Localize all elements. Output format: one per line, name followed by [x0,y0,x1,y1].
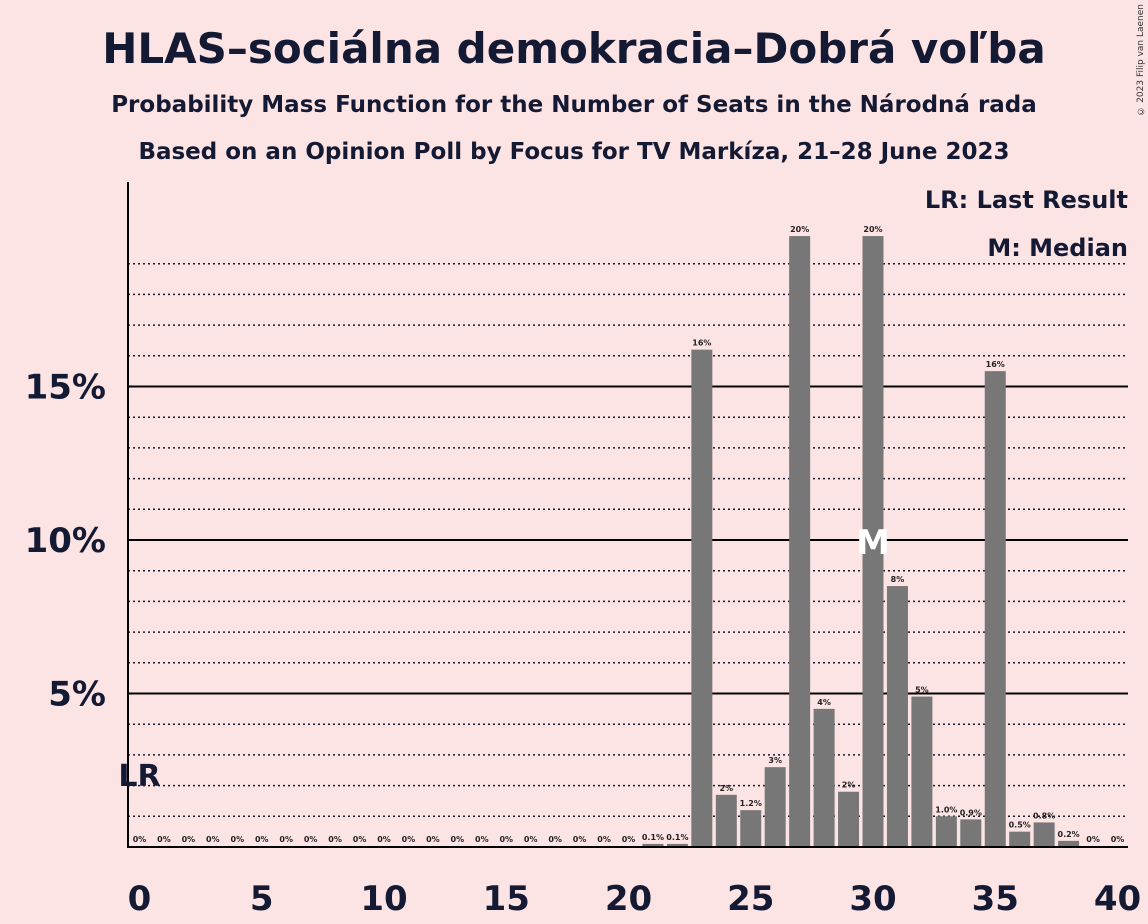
y-tick-label: 10% [25,521,106,561]
bar-value-label: 0% [426,835,440,844]
median-marker: M [856,523,890,563]
x-tick-label: 15 [483,879,530,919]
bar-value-label: 0% [622,835,636,844]
bar [911,696,933,847]
bar-value-label: 0% [304,835,318,844]
bar-value-label: 0% [231,835,245,844]
bar-value-label: 0.1% [642,833,664,842]
bar-value-label: 0% [1086,835,1100,844]
bar-value-label: 1.0% [935,805,957,814]
bar-value-label: 0% [182,835,196,844]
bar-value-label: 3% [768,756,782,765]
bar-value-label: 0% [475,835,489,844]
bar-value-label: 0% [597,835,611,844]
chart-subtitle: Probability Mass Function for the Number… [111,92,1037,118]
bar-value-label: 0% [548,835,562,844]
bar-value-label: 0.2% [1058,830,1080,839]
bar [666,843,688,847]
bar-value-label: 0.9% [960,808,982,817]
bar [642,843,664,847]
x-tick-label: 0 [128,879,152,919]
x-tick-label: 10 [360,879,407,919]
x-tick-label: 30 [849,879,896,919]
y-tick-label: 5% [48,675,106,715]
bar [764,767,786,847]
bar [691,349,713,847]
chart-title: HLAS–sociálna demokracia–Dobrá voľba [102,24,1046,73]
bar [715,794,737,847]
bar-value-label: 0.1% [666,833,688,842]
legend-median: M: Median [987,234,1128,262]
bar [789,236,811,847]
bar-value-label: 20% [863,225,882,234]
bar-value-label: 16% [986,360,1005,369]
x-tick-label: 20 [605,879,652,919]
bar-value-label: 0% [402,835,416,844]
x-tick-label: 40 [1094,879,1141,919]
bar-value-label: 0% [255,835,269,844]
bar-value-label: 0% [1111,835,1125,844]
bar-value-label: 0% [499,835,513,844]
bar-value-label: 0% [206,835,220,844]
bar [1058,840,1080,847]
bar [862,236,884,847]
bar [740,810,762,847]
bar-value-label: 0% [353,835,367,844]
bar-value-label: 0% [133,835,147,844]
bar-value-label: 0.5% [1009,821,1031,830]
last-result-marker: LR [118,759,160,794]
bar-value-label: 16% [692,339,711,348]
bar-value-label: 0% [524,835,538,844]
chart-subtitle-2: Based on an Opinion Poll by Focus for TV… [138,139,1010,165]
bar [984,371,1006,847]
x-tick-label: 25 [727,879,774,919]
legend-last-result: LR: Last Result [924,186,1128,214]
bar-value-label: 2% [842,781,856,790]
y-tick-label: 15% [25,368,106,408]
bar-value-label: 2% [720,784,734,793]
bar-value-label: 8% [891,575,905,584]
bar-value-label: 0% [157,835,171,844]
bar-value-label: 4% [817,698,831,707]
bar-value-label: 20% [790,225,809,234]
x-tick-label: 5 [250,879,274,919]
bar-value-label: 0% [328,835,342,844]
bar [838,791,860,847]
bar-value-label: 0% [451,835,465,844]
bar [960,819,982,847]
x-tick-label: 35 [972,879,1019,919]
bar [935,816,957,847]
bar-value-label: 0.8% [1033,811,1055,820]
bar-value-label: 1.2% [740,799,762,808]
bar-value-label: 0% [377,835,391,844]
bar [1033,822,1055,847]
bar-value-label: 5% [915,686,929,695]
bar-value-label: 0% [279,835,293,844]
bar [1009,831,1031,847]
bar [813,708,835,847]
bar [886,586,908,847]
bar-value-label: 0% [573,835,587,844]
